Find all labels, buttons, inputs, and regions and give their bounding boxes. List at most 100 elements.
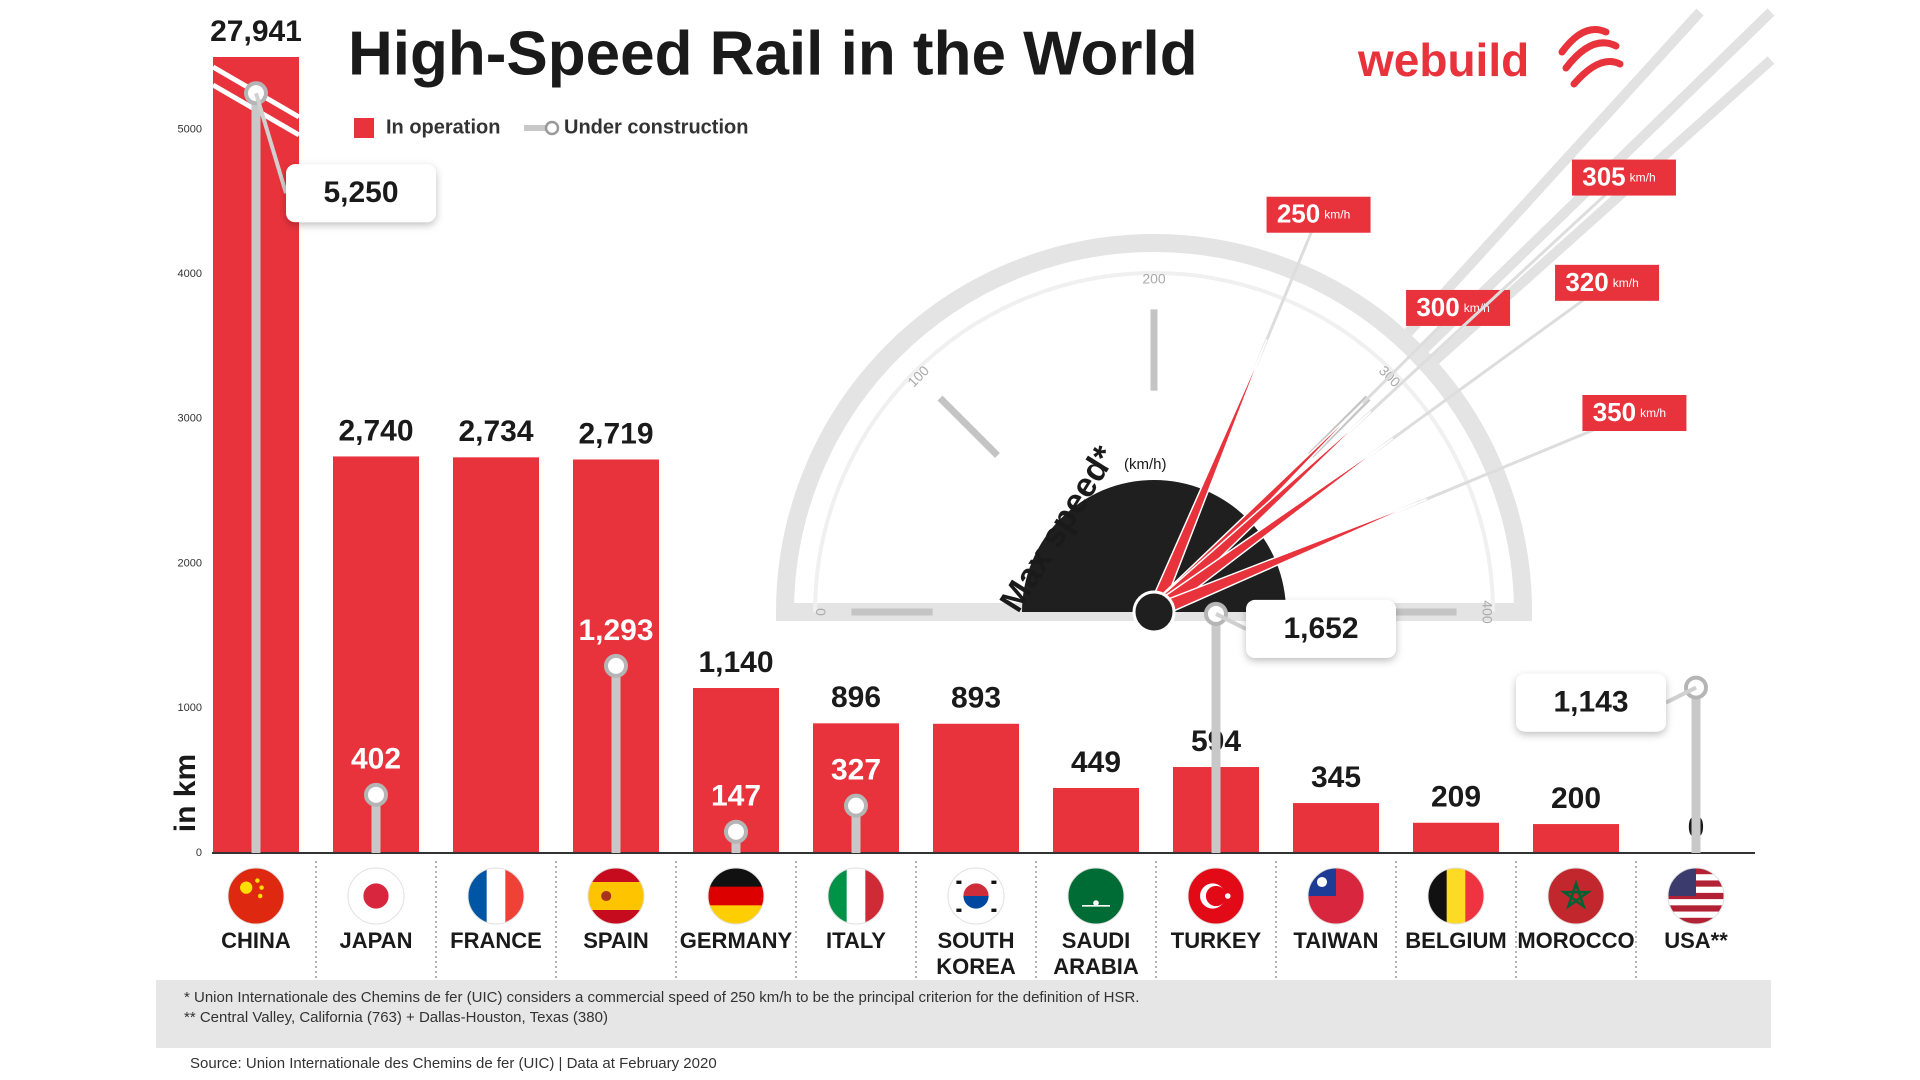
legend-label: Under construction bbox=[564, 116, 748, 138]
flag bbox=[1068, 868, 1124, 924]
flag-part bbox=[865, 868, 884, 924]
flag-part bbox=[363, 883, 389, 909]
x-tick-label: CHINA bbox=[221, 928, 291, 953]
callout-line bbox=[254, 92, 288, 194]
callout-box bbox=[286, 164, 436, 223]
gauge-tick-label: 200 bbox=[1142, 271, 1166, 287]
y-axis-title: in km bbox=[169, 754, 202, 832]
flag-part bbox=[257, 893, 263, 899]
flag-rim bbox=[707, 867, 765, 925]
x-tick-label: BELGIUM bbox=[1405, 928, 1507, 953]
chart-title: High-Speed Rail in the World bbox=[348, 19, 1198, 88]
flag bbox=[948, 868, 1004, 924]
flag-part bbox=[486, 868, 506, 924]
flag-part bbox=[1548, 868, 1604, 924]
callout-box bbox=[1516, 673, 1666, 732]
notes-band bbox=[156, 980, 1771, 1048]
flag-part bbox=[708, 886, 764, 906]
flag-part bbox=[1668, 905, 1724, 913]
flag-part bbox=[1316, 876, 1328, 888]
speed-label: 300 km/h bbox=[1416, 292, 1489, 322]
speed-value: 350 bbox=[1593, 397, 1636, 427]
y-tick-label: 2000 bbox=[178, 557, 202, 569]
bar-value-label: 27,941 bbox=[210, 15, 302, 48]
bar-value-label: 209 bbox=[1431, 781, 1481, 814]
flag-part bbox=[1224, 893, 1231, 899]
speed-label-box bbox=[1555, 264, 1660, 301]
x-tick-label: MOROCCO bbox=[1517, 928, 1635, 953]
flag-rim bbox=[947, 867, 1005, 925]
flag bbox=[1308, 868, 1364, 924]
flag-part bbox=[963, 896, 989, 909]
footnote: * Union Internationale des Chemins de fe… bbox=[184, 989, 1139, 1006]
x-tick-label: ITALY bbox=[826, 928, 886, 953]
flag-part bbox=[588, 882, 644, 897]
speed-value: 305 bbox=[1582, 161, 1625, 191]
gauge-tick-label: 0 bbox=[813, 608, 829, 616]
bar-value-label: 200 bbox=[1551, 782, 1601, 815]
flag-part bbox=[828, 868, 848, 924]
flag bbox=[228, 868, 284, 924]
flag bbox=[1188, 868, 1244, 924]
footnote: ** Central Valley, California (763) + Da… bbox=[184, 1009, 608, 1026]
speed-unit: km/h bbox=[1640, 406, 1666, 420]
speed-value: 300 bbox=[1416, 292, 1459, 322]
y-tick-label: 0 bbox=[196, 847, 202, 859]
flag-part bbox=[991, 880, 997, 884]
construction-label: 1,293 bbox=[578, 614, 653, 647]
construction-label: 5,250 bbox=[323, 176, 398, 209]
flag-part bbox=[588, 910, 644, 924]
speed-unit: km/h bbox=[1613, 276, 1639, 290]
bar bbox=[1293, 803, 1379, 853]
y-tick-label: 3000 bbox=[178, 413, 202, 425]
flag-part bbox=[601, 890, 612, 902]
flag bbox=[1548, 868, 1604, 924]
construction-label: 147 bbox=[711, 780, 761, 813]
x-tick-label: JAPAN bbox=[339, 928, 413, 953]
speed-unit: km/h bbox=[1630, 171, 1656, 185]
flag-part bbox=[1668, 917, 1724, 924]
y-tick-label: 1000 bbox=[178, 702, 202, 714]
speed-label-box bbox=[1571, 159, 1676, 196]
speed-label: 305 km/h bbox=[1582, 161, 1655, 191]
flag-rim bbox=[1067, 867, 1125, 925]
gauge: 0100200300400Max speed*(km/h)250km/h300k… bbox=[775, 8, 1775, 634]
x-tick-label: TAIWAN bbox=[1293, 928, 1379, 953]
flag-rim bbox=[827, 867, 885, 925]
bar-value-label: 2,719 bbox=[578, 417, 653, 450]
flag-part bbox=[708, 868, 764, 888]
gauge-face bbox=[775, 234, 1533, 621]
flag-part bbox=[588, 896, 644, 911]
flag-part bbox=[1668, 911, 1724, 919]
flag-part bbox=[259, 885, 264, 890]
flag bbox=[348, 868, 404, 924]
bar-value-label: 2,740 bbox=[338, 414, 413, 447]
construction-pin bbox=[364, 782, 388, 807]
speed-unit: km/h bbox=[1464, 301, 1490, 315]
flag-part bbox=[1560, 879, 1592, 910]
speed-label-box bbox=[1266, 196, 1371, 233]
gauge-unit: (km/h) bbox=[1124, 456, 1167, 473]
flag bbox=[468, 868, 524, 924]
bar bbox=[1413, 822, 1499, 853]
construction-label: 1,652 bbox=[1283, 612, 1358, 645]
construction-label: 402 bbox=[351, 743, 401, 776]
gauge-tick-label: 400 bbox=[1479, 600, 1495, 624]
flag-part bbox=[1668, 899, 1724, 906]
bar-value-label: 449 bbox=[1071, 746, 1121, 779]
flag-part bbox=[1465, 868, 1484, 924]
gauge-tick bbox=[937, 395, 1000, 458]
gauge-pivot bbox=[1132, 590, 1176, 634]
flag-part bbox=[1668, 892, 1724, 900]
flag-part bbox=[991, 908, 997, 912]
bar bbox=[933, 723, 1019, 853]
bar-value-label: 2,734 bbox=[458, 415, 533, 448]
flag-part bbox=[255, 878, 260, 883]
flag-rim bbox=[1547, 867, 1605, 925]
logo: webuild bbox=[1357, 34, 1529, 86]
flag-part bbox=[240, 881, 253, 894]
x-tick-label: FRANCE bbox=[450, 928, 542, 953]
